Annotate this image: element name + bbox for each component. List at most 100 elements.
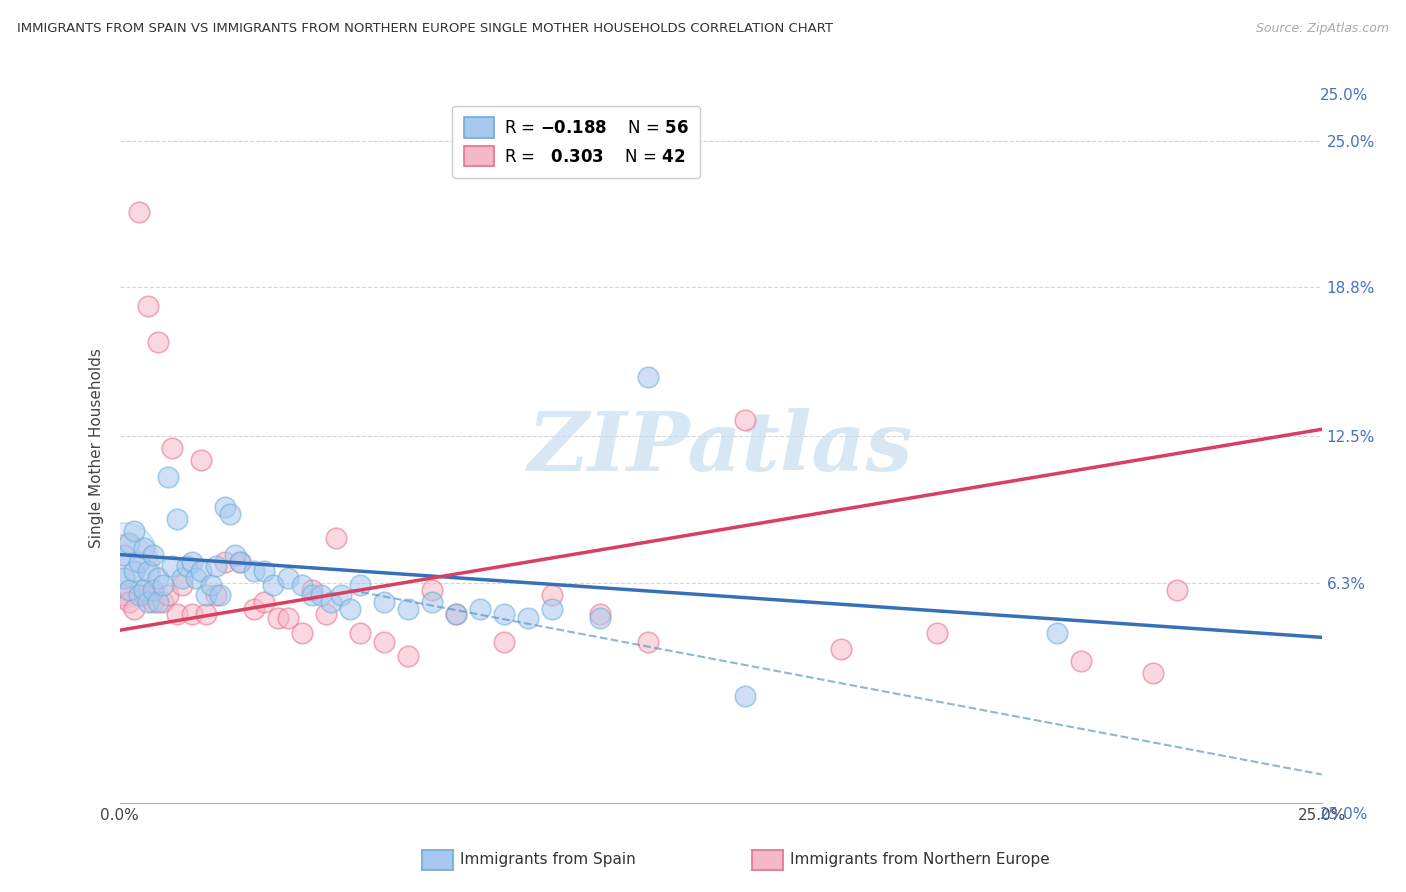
Point	[396, 649, 419, 664]
Point	[319, 595, 342, 609]
Point	[444, 607, 467, 621]
Point	[291, 625, 314, 640]
Point	[589, 607, 612, 621]
Point	[329, 588, 352, 602]
Text: 25.0%: 25.0%	[1320, 87, 1368, 103]
Point	[734, 413, 756, 427]
Point	[204, 559, 226, 574]
Point	[325, 531, 347, 545]
Point	[170, 571, 193, 585]
Point	[373, 635, 395, 649]
Point	[1070, 654, 1092, 668]
Point	[637, 370, 659, 384]
Point	[541, 588, 564, 602]
Point	[142, 583, 165, 598]
Point	[166, 512, 188, 526]
Y-axis label: Single Mother Households: Single Mother Households	[89, 348, 104, 549]
Point	[262, 578, 284, 592]
Point	[1166, 583, 1188, 598]
Point	[142, 548, 165, 562]
Point	[152, 595, 174, 609]
Point	[190, 453, 212, 467]
Point	[122, 524, 145, 538]
Point	[301, 583, 323, 598]
Point	[132, 541, 155, 555]
Point	[112, 571, 135, 585]
Point	[373, 595, 395, 609]
Point	[637, 635, 659, 649]
Point	[311, 588, 333, 602]
Point	[214, 500, 236, 515]
Point	[494, 635, 516, 649]
Point	[277, 571, 299, 585]
Point	[468, 602, 492, 616]
Text: Source: ZipAtlas.com: Source: ZipAtlas.com	[1256, 22, 1389, 36]
Point	[219, 508, 242, 522]
Point	[132, 588, 155, 602]
Point	[142, 595, 165, 609]
Point	[253, 595, 276, 609]
Point	[517, 611, 540, 625]
Point	[200, 578, 222, 592]
Point	[1142, 665, 1164, 680]
Point	[190, 564, 212, 578]
Point	[195, 588, 218, 602]
Point	[243, 602, 266, 616]
Point	[224, 548, 246, 562]
Point	[162, 442, 184, 456]
Point	[420, 595, 443, 609]
Point	[214, 555, 236, 569]
Point	[339, 602, 361, 616]
Point	[315, 607, 337, 621]
Point	[267, 611, 290, 625]
Point	[420, 583, 443, 598]
Text: ZIPatlas: ZIPatlas	[527, 409, 914, 488]
Point	[112, 588, 135, 602]
Point	[494, 607, 516, 621]
Point	[128, 205, 150, 219]
Point	[186, 571, 208, 585]
Point	[396, 602, 419, 616]
Point	[180, 555, 202, 569]
Point	[122, 602, 145, 616]
Point	[176, 559, 198, 574]
Text: Immigrants from Spain: Immigrants from Spain	[460, 853, 636, 867]
Point	[925, 625, 948, 640]
Point	[243, 564, 266, 578]
Point	[541, 602, 564, 616]
Point	[118, 535, 141, 549]
Point	[277, 611, 299, 625]
Point	[204, 588, 226, 602]
Point	[349, 625, 371, 640]
Point	[349, 578, 371, 592]
Point	[830, 642, 852, 657]
Point	[118, 583, 141, 598]
Point	[444, 607, 467, 621]
Point	[156, 469, 179, 483]
Point	[152, 578, 174, 592]
Point	[138, 300, 160, 314]
Text: Immigrants from Northern Europe: Immigrants from Northern Europe	[790, 853, 1050, 867]
Text: IMMIGRANTS FROM SPAIN VS IMMIGRANTS FROM NORTHERN EUROPE SINGLE MOTHER HOUSEHOLD: IMMIGRANTS FROM SPAIN VS IMMIGRANTS FROM…	[17, 22, 832, 36]
Point	[180, 607, 202, 621]
Point	[146, 334, 169, 349]
Point	[166, 607, 188, 621]
Point	[138, 564, 160, 578]
Point	[118, 595, 141, 609]
Point	[253, 564, 276, 578]
Point	[209, 588, 232, 602]
Point	[228, 555, 252, 569]
Point	[112, 564, 135, 578]
Point	[146, 595, 169, 609]
Point	[156, 588, 179, 602]
Point	[734, 690, 756, 704]
Point	[162, 559, 184, 574]
Legend: R = $\mathbf{-0.188}$    N = $\mathbf{56}$, R = $\mathbf{\ \ 0.303}$    N = $\ma: R = $\mathbf{-0.188}$ N = $\mathbf{56}$,…	[453, 105, 700, 178]
Point	[195, 607, 218, 621]
Point	[138, 595, 160, 609]
Point	[122, 564, 145, 578]
Point	[301, 588, 323, 602]
Point	[170, 578, 193, 592]
Point	[228, 555, 252, 569]
Point	[112, 548, 135, 562]
